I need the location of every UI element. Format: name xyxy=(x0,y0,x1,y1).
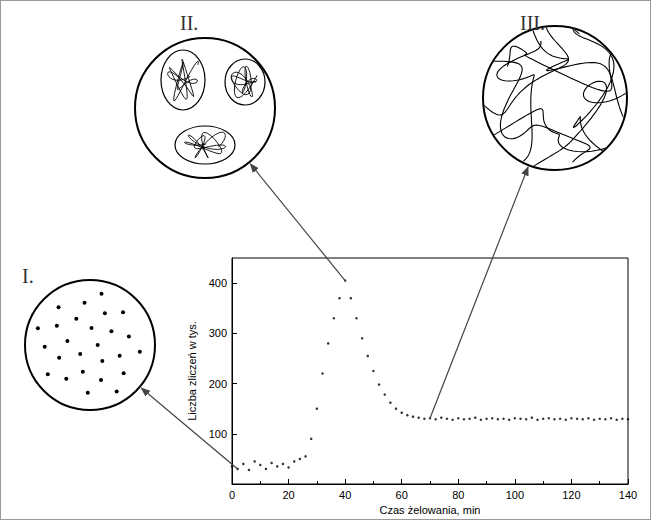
svg-text:140: 140 xyxy=(619,489,637,501)
svg-text:III.: III. xyxy=(520,12,545,34)
svg-text:II.: II. xyxy=(180,12,198,34)
svg-text:300: 300 xyxy=(209,327,227,339)
svg-text:80: 80 xyxy=(452,489,464,501)
svg-text:100: 100 xyxy=(506,489,524,501)
svg-text:Liczba zliczeń w tys.: Liczba zliczeń w tys. xyxy=(186,321,198,421)
svg-text:I.: I. xyxy=(22,265,34,287)
svg-text:20: 20 xyxy=(282,489,294,501)
svg-text:100: 100 xyxy=(209,428,227,440)
svg-text:200: 200 xyxy=(209,378,227,390)
svg-text:400: 400 xyxy=(209,277,227,289)
svg-text:40: 40 xyxy=(339,489,351,501)
svg-text:120: 120 xyxy=(562,489,580,501)
svg-text:Czas żelowania, min: Czas żelowania, min xyxy=(380,504,481,516)
svg-text:60: 60 xyxy=(396,489,408,501)
svg-text:0: 0 xyxy=(229,489,235,501)
